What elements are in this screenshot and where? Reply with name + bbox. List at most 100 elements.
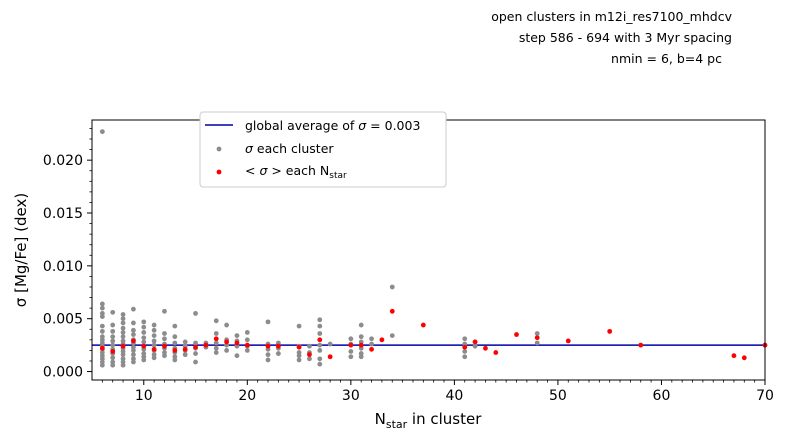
mean-point: [379, 337, 385, 343]
cluster-point: [131, 348, 136, 353]
cluster-point: [213, 350, 219, 355]
y-tick-label: 0.005: [43, 312, 83, 328]
cluster-point: [296, 323, 302, 329]
cluster-point: [99, 301, 105, 307]
legend-entry-average-post: = 0.003: [366, 118, 420, 133]
mean-point: [607, 328, 613, 334]
cluster-point: [141, 357, 147, 363]
legend-entry-mean-pre: <: [245, 163, 259, 178]
cluster-point: [213, 331, 219, 336]
cluster-point: [348, 349, 354, 354]
cluster-point: [151, 355, 157, 361]
cluster-point: [348, 336, 354, 342]
mean-point: [565, 338, 571, 344]
cluster-point: [120, 325, 126, 331]
mean-point: [182, 346, 188, 352]
mean-point: [317, 337, 323, 343]
cluster-point: [358, 354, 364, 360]
cluster-point: [224, 322, 230, 328]
cluster-point: [275, 351, 281, 356]
legend-gray-marker-icon: [216, 146, 222, 152]
cluster-point: [327, 341, 333, 347]
cluster-point: [213, 340, 219, 346]
cluster-point: [182, 339, 188, 345]
cluster-point: [99, 305, 105, 311]
cluster-point: [131, 306, 136, 312]
cluster-point: [172, 323, 178, 329]
mean-point: [275, 343, 281, 349]
mean-point: [389, 308, 395, 314]
cluster-point: [182, 352, 188, 358]
cluster-point: [120, 330, 126, 335]
cluster-point: [151, 322, 157, 328]
mean-point: [213, 336, 219, 342]
cluster-point: [358, 334, 364, 340]
legend-frame: [199, 111, 447, 188]
x-tick-label: 10: [135, 388, 153, 404]
cluster-point: [141, 324, 147, 330]
mean-point: [131, 338, 136, 344]
cluster-point: [193, 351, 198, 356]
legend-entry-mean: < σ > each Nstar: [245, 163, 347, 181]
cluster-point: [141, 335, 147, 341]
mean-point: [203, 342, 209, 348]
cluster-point: [131, 332, 136, 337]
cluster-point: [151, 333, 157, 339]
cluster-point: [317, 331, 323, 336]
cluster-point: [265, 357, 271, 363]
cluster-point: [265, 352, 271, 358]
mean-point: [462, 344, 468, 350]
legend-entry-average: global average of σ = 0.003: [245, 118, 420, 133]
cluster-point: [162, 308, 167, 314]
mean-point: [348, 342, 354, 348]
x-axis-label: Nstar in cluster: [375, 410, 483, 431]
cluster-point: [131, 352, 136, 358]
mean-point: [224, 339, 230, 345]
cluster-point: [172, 340, 178, 346]
cluster-point: [462, 349, 468, 354]
cluster-point: [141, 330, 147, 335]
chart-title: open clusters in m12i_res7100_mhdcv step…: [491, 9, 732, 66]
mean-point: [483, 345, 488, 351]
legend-entry-mean-sub: star: [329, 171, 347, 181]
cluster-point: [141, 339, 147, 345]
y-tick-label: 0.020: [43, 153, 83, 169]
mean-point: [244, 342, 250, 348]
legend-entry-cluster-post: each cluster: [253, 141, 334, 156]
cluster-point: [162, 353, 167, 359]
cluster-point: [234, 353, 240, 359]
legend-entry-cluster-sym: σ: [245, 141, 254, 156]
mean-point: [141, 343, 147, 349]
cluster-point: [224, 348, 230, 353]
cluster-point: [120, 316, 126, 322]
cluster-point: [307, 343, 312, 349]
cluster-point: [193, 359, 198, 365]
cluster-point: [110, 342, 116, 348]
mean-point: [493, 350, 499, 355]
cluster-point: [358, 322, 364, 328]
mean-points-layer: [99, 308, 768, 361]
mean-point: [638, 342, 644, 348]
cluster-point: [296, 353, 302, 359]
y-axis-label: σ [Mg/Fe] (dex): [12, 193, 30, 307]
cluster-point: [534, 331, 540, 336]
cluster-point: [110, 322, 116, 328]
cluster-point: [99, 362, 105, 368]
legend-entry-average-sym: σ: [358, 118, 367, 133]
legend: global average of σ = 0.003 σ each clust…: [199, 111, 447, 188]
cluster-point: [462, 354, 468, 360]
mean-point: [741, 355, 747, 361]
x-axis-label-main: N: [375, 410, 386, 428]
cluster-point: [151, 342, 157, 348]
cluster-point: [172, 357, 178, 363]
mean-point: [162, 343, 167, 349]
cluster-point: [369, 336, 374, 342]
cluster-point: [193, 340, 198, 346]
cluster-point: [244, 348, 250, 353]
cluster-point: [141, 319, 147, 325]
y-axis: 0.000 0.005 0.010 0.015 0.020: [43, 128, 92, 381]
cluster-point: [317, 317, 323, 323]
title-line-1: open clusters in m12i_res7100_mhdcv: [491, 9, 732, 24]
y-tick-label: 0.015: [43, 206, 83, 222]
